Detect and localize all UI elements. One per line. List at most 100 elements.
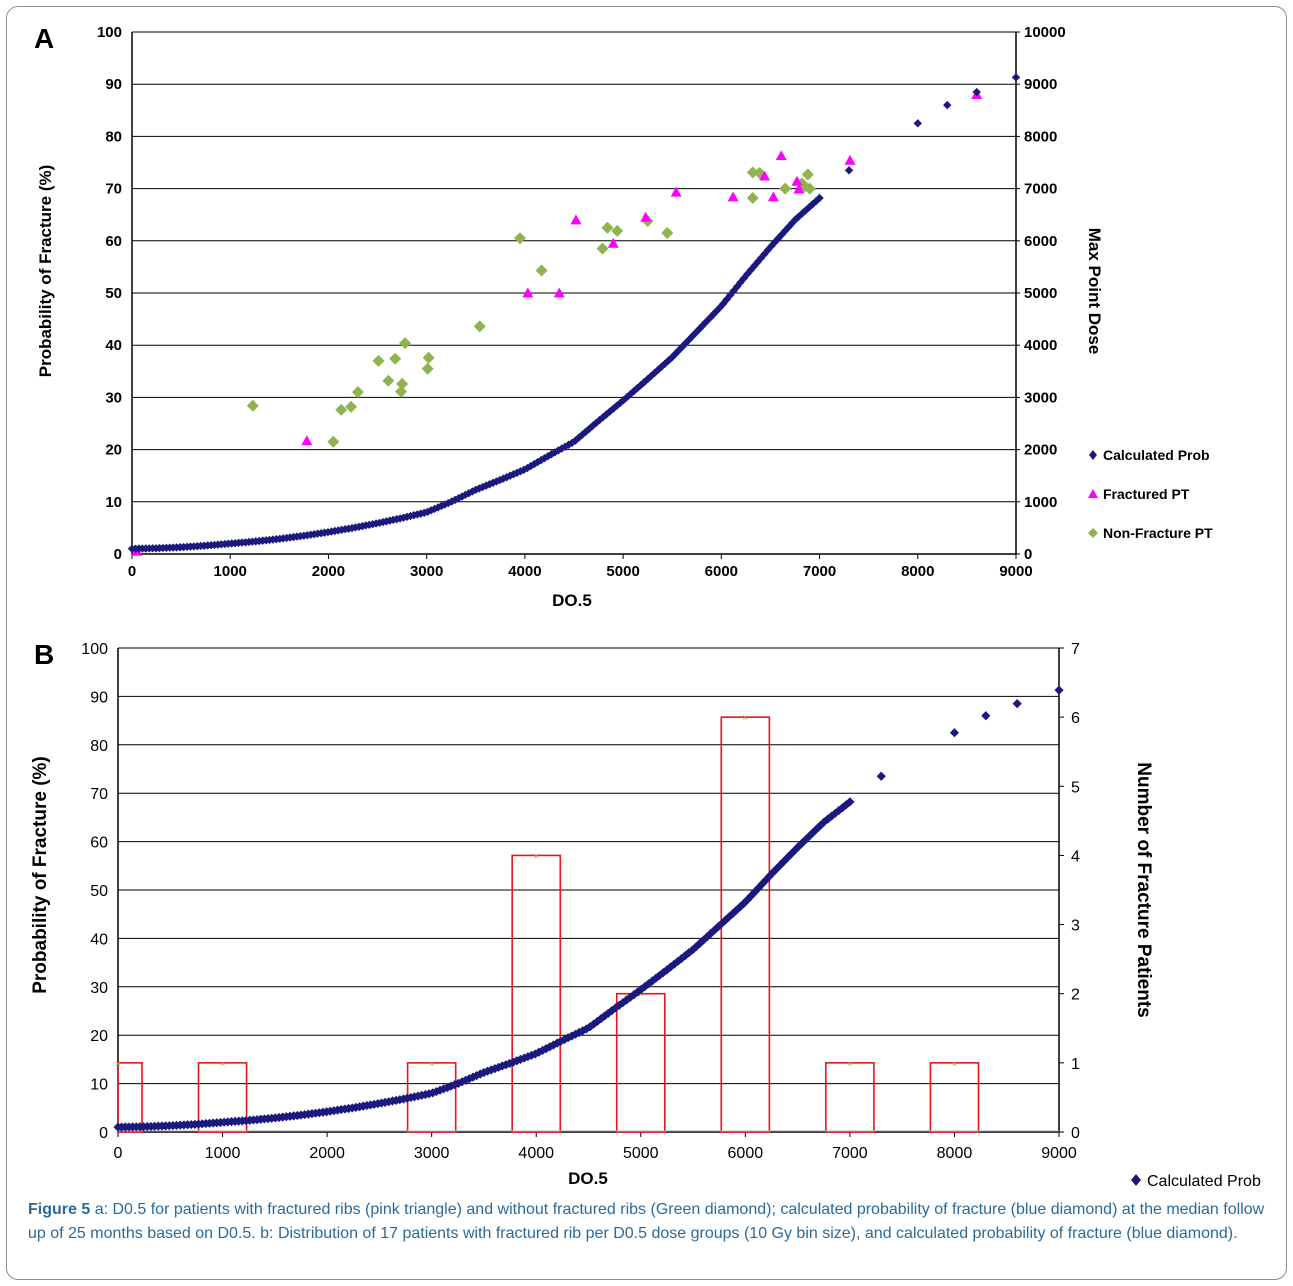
calculated-prob-point — [786, 849, 796, 859]
calculated-prob-point — [596, 1014, 606, 1024]
calculated-prob-point — [753, 883, 764, 893]
nonfracture-point — [382, 374, 395, 387]
nonfracture-point — [611, 224, 624, 237]
calculated-prob-point — [684, 335, 694, 345]
calculated-prob-point — [746, 891, 756, 901]
panel-b-y2label: Number of Fracture Patients — [1133, 762, 1154, 1018]
y2-tick-label-b: 7 — [1071, 641, 1080, 658]
nonfracture-point — [372, 354, 385, 367]
calculated-prob-point — [533, 457, 542, 467]
calculated-prob-point — [757, 879, 767, 889]
calculated-prob-point — [548, 1040, 559, 1050]
histogram-bar — [825, 1062, 875, 1133]
calculated-prob-point — [509, 470, 518, 479]
legend-marker-calculated-b — [1131, 1174, 1141, 1186]
calculated-prob-point — [713, 922, 723, 932]
x-tick-label-a: 2000 — [312, 563, 345, 580]
figure-caption: Figure 5 a: D0.5 for patients with fract… — [28, 1198, 1273, 1246]
bar-marker: × — [220, 1059, 226, 1070]
calculated-prob-point — [646, 371, 656, 381]
fractured-point — [791, 175, 803, 186]
y2-tick-label-b: 1 — [1071, 1056, 1080, 1073]
nonfracture-point — [399, 337, 412, 350]
y-tick-label-b: 0 — [99, 1125, 108, 1142]
calculated-prob-point — [775, 860, 785, 870]
calculated-prob-point — [523, 463, 532, 473]
calculated-prob-point — [545, 1042, 555, 1052]
calculated-prob-point — [709, 925, 720, 935]
panel-a-ylabel: Probability of Fracture (%) — [36, 165, 55, 378]
calculated-prob-point — [783, 852, 793, 863]
y-tick-label-b: 80 — [90, 738, 108, 755]
calculated-prob-point — [505, 471, 515, 480]
calculated-prob-point — [794, 841, 804, 852]
fractured-point — [553, 287, 565, 298]
caption-text: a: D0.5 for patients with fractured ribs… — [28, 1201, 1265, 1242]
nonfracture-point — [345, 400, 358, 413]
y2-tick-label-a: 4000 — [1024, 337, 1057, 354]
nonfracture-point — [801, 168, 814, 181]
calculated-prob-point — [742, 895, 753, 905]
figure-svg: A DO.5 Probability of Fracture (%) Max P… — [30, 23, 1261, 1190]
calculated-prob-point — [943, 100, 952, 110]
y-tick-label-b: 10 — [90, 1077, 108, 1094]
legend-label-fractured: Fractured PT — [1103, 486, 1190, 502]
x-tick-label-a: 4000 — [508, 563, 541, 580]
panel-a-letter: A — [34, 23, 54, 54]
calculated-prob-point — [731, 905, 742, 915]
calculated-prob-point — [722, 295, 731, 304]
y2-tick-label-b: 0 — [1071, 1125, 1080, 1142]
calculated-prob-point — [1011, 73, 1021, 82]
calculated-prob-point — [665, 962, 676, 972]
calculated-prob-point — [657, 362, 666, 372]
histogram-bar — [929, 1062, 980, 1133]
calculated-prob-point — [797, 838, 807, 848]
calculated-prob-point — [680, 951, 690, 961]
panel-a-xlabel: DO.5 — [552, 591, 592, 610]
calculated-prob-point — [815, 193, 824, 203]
calculated-prob-point — [724, 912, 734, 922]
calculated-prob-point — [591, 418, 601, 428]
calculated-prob-point — [464, 1074, 474, 1084]
x-tick-label-b: 4000 — [518, 1145, 554, 1162]
calculated-prob-point — [913, 119, 922, 128]
calculated-prob-point — [801, 834, 811, 844]
bar-marker: × — [847, 1059, 853, 1070]
histogram-bar — [511, 854, 562, 1133]
calculated-prob-point — [681, 339, 690, 348]
calculated-prob-point — [841, 800, 851, 810]
fractured-point — [759, 170, 771, 181]
legend-marker-fractured — [1088, 489, 1098, 498]
histogram-bar — [197, 1062, 248, 1133]
calculated-prob-point — [574, 1027, 584, 1038]
calculated-prob-point — [406, 511, 415, 521]
calculated-prob-point — [708, 310, 718, 319]
y2-tick-label-a: 0 — [1024, 546, 1032, 563]
y-tick-label-a: 100 — [97, 24, 122, 41]
calculated-prob-point — [490, 1064, 500, 1074]
nonfracture-point — [596, 242, 609, 255]
calculated-prob-point — [633, 383, 642, 393]
nonfracture-point — [327, 435, 340, 448]
y-tick-label-b: 50 — [90, 883, 108, 900]
legend-marker-calculated-a — [1089, 450, 1097, 460]
calculated-prob-point — [830, 808, 840, 818]
calculated-prob-point — [581, 427, 590, 436]
x-tick-label-a: 6000 — [705, 563, 738, 580]
calculated-prob-point — [595, 415, 604, 425]
nonfracture-point — [746, 191, 759, 204]
x-tick-label-b: 7000 — [832, 1145, 868, 1162]
x-tick-label-b: 1000 — [205, 1145, 241, 1162]
legend-label-calculated-b: Calculated Prob — [1147, 1173, 1261, 1190]
calculated-prob-point — [698, 321, 707, 330]
nonfracture-point — [395, 385, 408, 398]
nonfracture-point — [803, 182, 816, 195]
histogram-bar — [117, 1062, 143, 1133]
y2-tick-label-a: 9000 — [1024, 76, 1057, 93]
calculated-prob-point — [790, 845, 800, 855]
calculated-prob-point — [457, 1077, 467, 1087]
bar-marker: × — [952, 1059, 958, 1070]
histogram-bar — [720, 716, 771, 1133]
x-tick-label-a: 7000 — [803, 563, 836, 580]
y2-tick-label-a: 6000 — [1024, 233, 1057, 250]
